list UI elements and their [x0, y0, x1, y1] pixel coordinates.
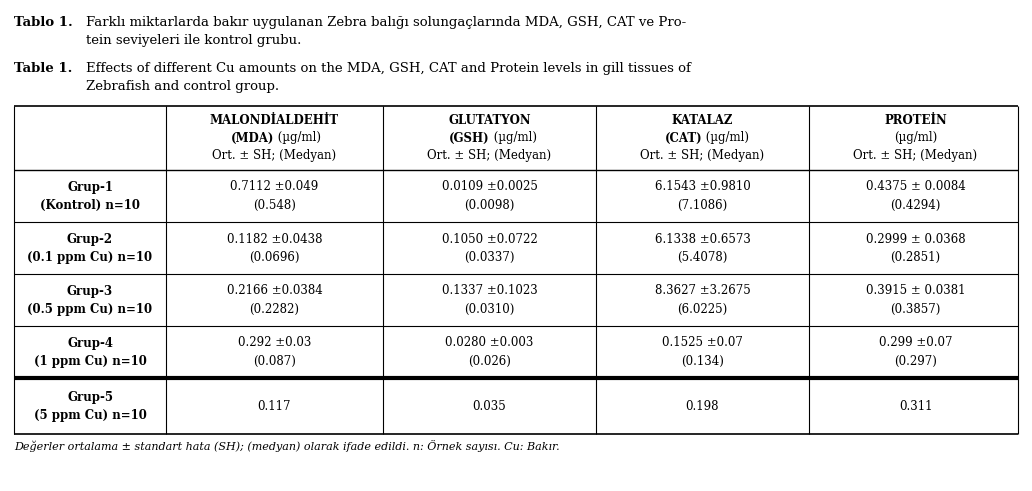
Text: (MDA): (MDA)	[231, 132, 275, 144]
Text: (0.2282): (0.2282)	[250, 302, 299, 316]
Text: 8.3627 ±3.2675: 8.3627 ±3.2675	[654, 284, 750, 298]
Text: (µg/ml): (µg/ml)	[894, 132, 937, 144]
Text: 6.1543 ±0.9810: 6.1543 ±0.9810	[654, 181, 750, 193]
Text: (0.0310): (0.0310)	[464, 302, 515, 316]
Text: Ort. ± SH; (Medyan): Ort. ± SH; (Medyan)	[641, 149, 765, 163]
Text: (Kontrol) n=10: (Kontrol) n=10	[40, 198, 140, 212]
Text: (6.0225): (6.0225)	[677, 302, 728, 316]
Text: 0.4375 ± 0.0084: 0.4375 ± 0.0084	[866, 181, 965, 193]
Text: PROTEİN: PROTEİN	[884, 113, 947, 127]
Text: (0.548): (0.548)	[253, 198, 296, 212]
Text: Grup-1: Grup-1	[67, 181, 112, 193]
Text: 0.198: 0.198	[685, 400, 719, 412]
Text: 6.1338 ±0.6573: 6.1338 ±0.6573	[654, 233, 750, 246]
Text: (µg/ml): (µg/ml)	[489, 132, 537, 144]
Text: (0.0098): (0.0098)	[464, 198, 515, 212]
Text: Grup-3: Grup-3	[67, 284, 114, 298]
Text: (5.4078): (5.4078)	[677, 250, 728, 264]
Text: 0.3915 ± 0.0381: 0.3915 ± 0.0381	[866, 284, 965, 298]
Text: (0.0696): (0.0696)	[250, 250, 299, 264]
Text: 0.1050 ±0.0722: 0.1050 ±0.0722	[442, 233, 538, 246]
Text: (1 ppm Cu) n=10: (1 ppm Cu) n=10	[34, 355, 147, 367]
Text: (7.1086): (7.1086)	[677, 198, 728, 212]
Text: tein seviyeleri ile kontrol grubu.: tein seviyeleri ile kontrol grubu.	[86, 34, 301, 47]
Text: MALONDİALDEHİT: MALONDİALDEHİT	[209, 113, 340, 127]
Text: 0.311: 0.311	[899, 400, 932, 412]
Text: (0.0337): (0.0337)	[464, 250, 515, 264]
Text: Ort. ± SH; (Medyan): Ort. ± SH; (Medyan)	[427, 149, 551, 163]
Text: (0.297): (0.297)	[894, 355, 937, 367]
Text: KATALAZ: KATALAZ	[672, 113, 733, 127]
Text: Ort. ± SH; (Medyan): Ort. ± SH; (Medyan)	[853, 149, 977, 163]
Text: (0.1 ppm Cu) n=10: (0.1 ppm Cu) n=10	[28, 250, 153, 264]
Text: Table 1.: Table 1.	[14, 62, 72, 75]
Text: Değerler ortalama ± standart hata (SH); (medyan) olarak ifade edildi. n: Örnek s: Değerler ortalama ± standart hata (SH); …	[14, 440, 559, 452]
Text: Zebrafish and control group.: Zebrafish and control group.	[86, 80, 279, 93]
Text: 0.2999 ± 0.0368: 0.2999 ± 0.0368	[866, 233, 965, 246]
Text: 0.2166 ±0.0384: 0.2166 ±0.0384	[227, 284, 322, 298]
Text: (0.134): (0.134)	[681, 355, 723, 367]
Text: 0.117: 0.117	[258, 400, 291, 412]
Text: Farklı miktarlarda bakır uygulanan Zebra balığı solungaçlarında MDA, GSH, CAT ve: Farklı miktarlarda bakır uygulanan Zebra…	[86, 16, 686, 29]
Text: (5 ppm Cu) n=10: (5 ppm Cu) n=10	[34, 409, 147, 421]
Text: 0.035: 0.035	[473, 400, 507, 412]
Text: (µg/ml): (µg/ml)	[275, 132, 322, 144]
Text: 0.1182 ±0.0438: 0.1182 ±0.0438	[227, 233, 322, 246]
Text: Grup-2: Grup-2	[67, 233, 114, 246]
Text: 0.7112 ±0.049: 0.7112 ±0.049	[230, 181, 319, 193]
Text: GLUTATYON: GLUTATYON	[448, 113, 530, 127]
Text: (GSH): (GSH)	[449, 132, 489, 144]
Text: 0.1525 ±0.07: 0.1525 ±0.07	[663, 336, 743, 350]
Text: (µg/ml): (µg/ml)	[703, 132, 749, 144]
Text: Tablo 1.: Tablo 1.	[14, 16, 72, 29]
Text: Grup-5: Grup-5	[67, 390, 112, 404]
Text: 0.299 ±0.07: 0.299 ±0.07	[879, 336, 953, 350]
Text: (0.2851): (0.2851)	[891, 250, 940, 264]
Text: Grup-4: Grup-4	[67, 336, 112, 350]
Text: (0.087): (0.087)	[253, 355, 296, 367]
Text: (0.026): (0.026)	[469, 355, 511, 367]
Text: 0.0280 ±0.003: 0.0280 ±0.003	[446, 336, 534, 350]
Text: (CAT): (CAT)	[665, 132, 703, 144]
Text: (0.4294): (0.4294)	[891, 198, 941, 212]
Text: (0.5 ppm Cu) n=10: (0.5 ppm Cu) n=10	[28, 302, 153, 316]
Text: (0.3857): (0.3857)	[891, 302, 941, 316]
Text: 0.0109 ±0.0025: 0.0109 ±0.0025	[442, 181, 538, 193]
Text: Effects of different Cu amounts on the MDA, GSH, CAT and Protein levels in gill : Effects of different Cu amounts on the M…	[86, 62, 690, 75]
Text: 0.1337 ±0.1023: 0.1337 ±0.1023	[442, 284, 538, 298]
Text: Ort. ± SH; (Medyan): Ort. ± SH; (Medyan)	[213, 149, 336, 163]
Text: 0.292 ±0.03: 0.292 ±0.03	[237, 336, 312, 350]
